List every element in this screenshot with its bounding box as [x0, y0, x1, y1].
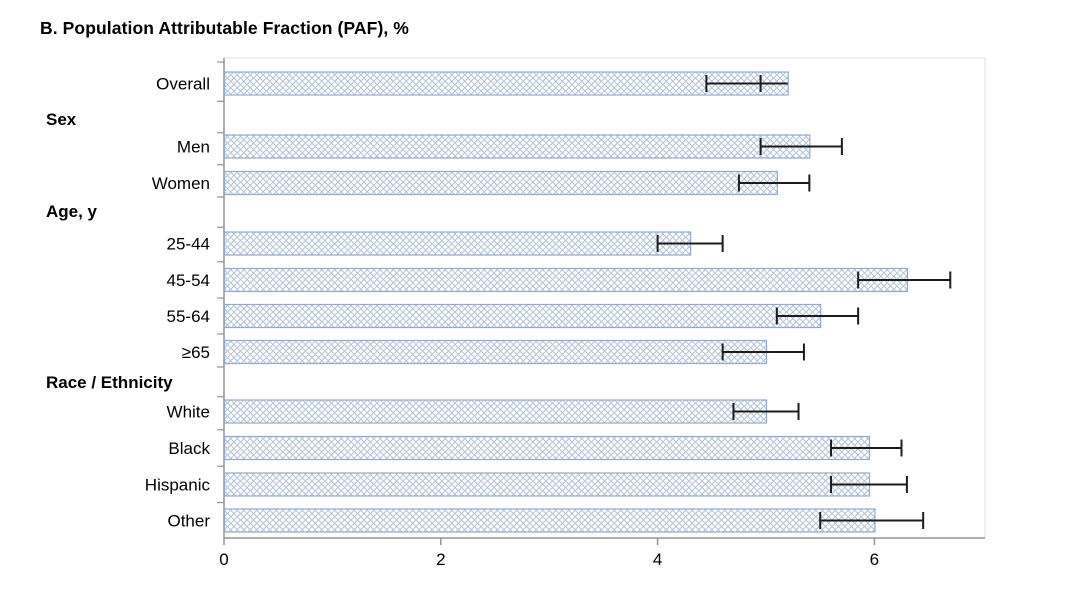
row-label-overall: Overall	[156, 75, 210, 94]
bar-25-44	[223, 231, 692, 256]
row-label-65: ≥65	[182, 343, 210, 362]
x-tick-label-6: 6	[870, 550, 879, 569]
bar-black	[223, 435, 871, 461]
row-label-black: Black	[168, 439, 210, 458]
bar-men	[223, 134, 811, 159]
group-header-race-ethnicity: Race / Ethnicity	[46, 373, 173, 392]
bar-other	[223, 508, 876, 533]
row-label-25-44: 25-44	[167, 235, 210, 254]
bar-women	[223, 170, 778, 196]
x-tick-label-2: 2	[436, 550, 445, 569]
row-label-55-64: 55-64	[167, 307, 210, 326]
bar-65	[223, 339, 768, 365]
bar-overall	[223, 71, 789, 96]
bar-55-64	[223, 303, 822, 329]
group-header-age-y: Age, y	[46, 202, 98, 221]
chart-title: B. Population Attributable Fraction (PAF…	[40, 18, 409, 38]
row-label-white: White	[167, 403, 210, 422]
x-tick-label-0: 0	[219, 550, 228, 569]
row-label-other: Other	[167, 512, 210, 531]
x-tick-label-4: 4	[653, 550, 662, 569]
row-label-men: Men	[177, 138, 210, 157]
row-label-45-54: 45-54	[167, 271, 210, 290]
plot-frame	[223, 57, 986, 539]
group-header-sex: Sex	[46, 110, 77, 129]
row-label-women: Women	[152, 174, 210, 193]
bar-hispanic	[223, 472, 871, 497]
bar-45-54	[223, 267, 909, 293]
bar-white	[223, 399, 768, 424]
row-label-hispanic: Hispanic	[145, 476, 211, 495]
